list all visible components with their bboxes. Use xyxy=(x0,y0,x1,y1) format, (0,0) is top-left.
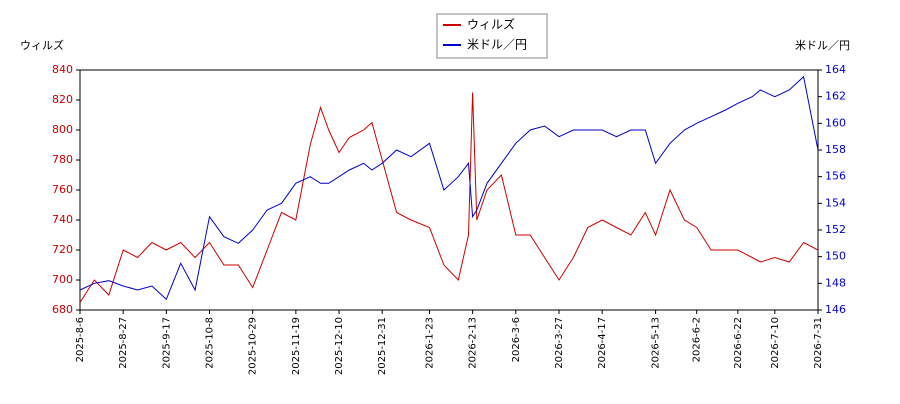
y2-tick-label: 146 xyxy=(825,303,846,316)
y-tick-label: 840 xyxy=(52,63,73,76)
series-line xyxy=(79,75,819,301)
series-line xyxy=(79,92,819,303)
x-tick-label: 2026-6-22 xyxy=(733,317,744,369)
y2-tick-label: 164 xyxy=(825,63,846,76)
y2-tick-label: 152 xyxy=(825,223,846,236)
x-tick-label: 2025-12-31 xyxy=(377,317,388,375)
y-tick-label: 760 xyxy=(52,183,73,196)
y2-tick-label: 158 xyxy=(825,143,846,156)
y2-tick-label: 156 xyxy=(825,170,846,183)
y-tick-label: 680 xyxy=(52,303,73,316)
x-tick-label: 2026-7-10 xyxy=(770,317,781,369)
y-tick-label: 780 xyxy=(52,153,73,166)
y2-axis-label: 米ドル／円 xyxy=(795,39,850,52)
legend-box xyxy=(436,13,548,59)
y2-tick-label: 160 xyxy=(825,116,846,129)
legend-label: 米ドル／円 xyxy=(467,38,527,52)
x-tick-label: 2026-7-31 xyxy=(813,317,824,369)
x-tick-label: 2025-12-10 xyxy=(334,317,345,375)
y-tick-label: 720 xyxy=(52,243,73,256)
y2-tick-label: 148 xyxy=(825,276,846,289)
x-tick-label: 2026-2-13 xyxy=(468,317,479,369)
y-tick-label: 700 xyxy=(52,273,73,286)
y2-tick-label: 150 xyxy=(825,250,846,263)
x-tick-label: 2026-3-27 xyxy=(554,317,565,369)
x-tick-label: 2025-8-6 xyxy=(75,317,86,362)
x-tick-label: 2026-6-2 xyxy=(692,317,703,362)
y2-tick-label: 154 xyxy=(825,196,846,209)
y-tick-label: 800 xyxy=(52,123,73,136)
legend-label: ウィルズ xyxy=(467,17,515,32)
x-tick-label: 2025-11-19 xyxy=(291,317,302,375)
y2-tick-label: 162 xyxy=(825,90,846,103)
x-tick-label: 2026-1-23 xyxy=(424,317,435,369)
x-tick-label: 2025-8-27 xyxy=(118,317,129,369)
plot-area xyxy=(79,69,819,311)
x-tick-label: 2026-5-13 xyxy=(651,317,662,369)
x-tick-label: 2026-3-6 xyxy=(511,317,522,362)
y-tick-label: 740 xyxy=(52,213,73,226)
y-tick-label: 820 xyxy=(52,93,73,106)
x-tick-label: 2026-4-17 xyxy=(597,317,608,369)
x-tick-label: 2025-9-17 xyxy=(161,317,172,369)
x-tick-label: 2025-10-29 xyxy=(248,317,259,375)
x-tick-label: 2025-10-8 xyxy=(205,317,216,369)
y-axis-label: ウィルズ xyxy=(20,38,64,52)
